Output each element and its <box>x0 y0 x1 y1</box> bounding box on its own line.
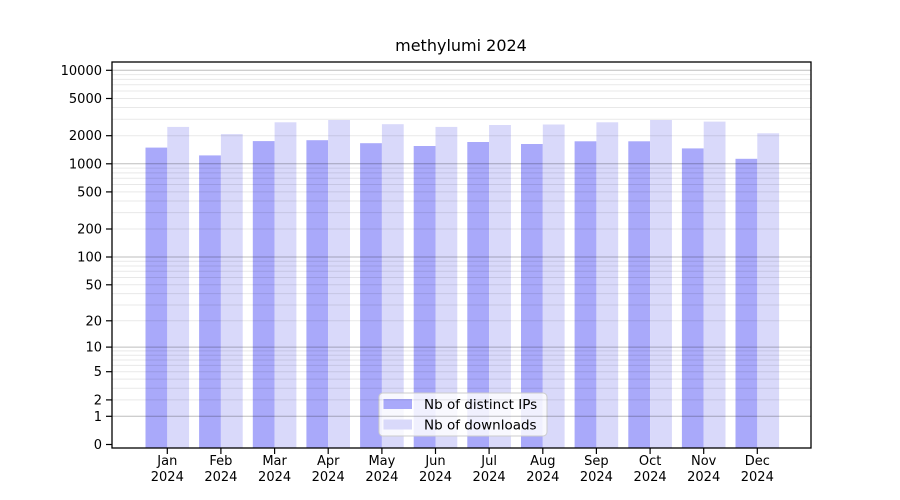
bar-nb-of-downloads-dec <box>757 133 780 449</box>
y-tick-label-5000: 5000 <box>69 92 102 107</box>
bar-nb-of-downloads-oct <box>650 120 672 448</box>
bar-nb-of-downloads-apr <box>328 120 350 448</box>
bar-nb-of-distinct-ips-jan <box>145 147 168 448</box>
y-tick-label-500: 500 <box>77 185 102 200</box>
x-tick-label-year-may: 2024 <box>365 470 398 485</box>
x-tick-label-year-oct: 2024 <box>634 470 667 485</box>
y-tick-label-200: 200 <box>77 223 102 238</box>
x-tick-label-year-apr: 2024 <box>312 470 345 485</box>
bar-nb-of-distinct-ips-nov <box>681 148 704 448</box>
bar-nb-of-downloads-sep <box>596 122 619 449</box>
y-tick-label-1: 1 <box>94 410 102 425</box>
x-tick-label-year-dec: 2024 <box>741 470 774 485</box>
gridlines <box>112 69 811 417</box>
y-tick-label-10: 10 <box>85 341 102 356</box>
chart-title: methylumi 2024 <box>395 36 527 55</box>
x-tick-label-month-mar: Mar <box>262 454 287 469</box>
x-tick-label-month-may: May <box>368 454 395 469</box>
x-tick-label-year-feb: 2024 <box>204 470 237 485</box>
x-tick-label-month-apr: Apr <box>317 454 340 469</box>
bar-nb-of-distinct-ips-dec <box>735 158 758 449</box>
x-tick-label-year-mar: 2024 <box>258 470 291 485</box>
bars-layer <box>145 120 780 449</box>
x-tick-label-year-jul: 2024 <box>473 470 506 485</box>
x-tick-label-year-sep: 2024 <box>580 470 613 485</box>
bar-nb-of-distinct-ips-feb <box>199 155 221 448</box>
x-tick-label-year-jun: 2024 <box>419 470 452 485</box>
x-tick-label-month-aug: Aug <box>530 454 555 469</box>
legend-swatch-downloads <box>383 419 412 430</box>
legend-box <box>378 392 548 437</box>
y-tick-label-2: 2 <box>94 393 102 408</box>
x-tick-label-month-jun: Jun <box>424 454 445 469</box>
bar-nb-of-downloads-nov <box>703 121 726 448</box>
x-tick-label-year-nov: 2024 <box>687 470 720 485</box>
x-tick-label-month-sep: Sep <box>584 454 609 469</box>
bar-nb-of-downloads-jul <box>489 125 511 448</box>
y-tick-label-1000: 1000 <box>69 157 102 172</box>
bar-nb-of-distinct-ips-jul <box>467 142 490 448</box>
y-tick-label-5: 5 <box>94 365 102 380</box>
y-tick-label-10000: 10000 <box>61 64 102 79</box>
y-tick-label-20: 20 <box>85 314 102 329</box>
bar-nb-of-downloads-jan <box>167 126 190 449</box>
bar-nb-of-distinct-ips-apr <box>306 140 329 448</box>
y-tick-label-2000: 2000 <box>69 129 102 144</box>
bar-nb-of-distinct-ips-mar <box>252 141 275 448</box>
legend-swatch-distinct-ips <box>383 399 412 409</box>
bar-nb-of-distinct-ips-sep <box>574 141 597 449</box>
x-tick-label-year-aug: 2024 <box>526 470 559 485</box>
bar-nb-of-downloads-mar <box>274 122 297 449</box>
bar-nb-of-downloads-aug <box>542 124 565 448</box>
x-tick-label-month-dec: Dec <box>745 454 770 469</box>
axes: 012510205010020050010002000500010000Jan2… <box>61 61 812 485</box>
y-tick-label-50: 50 <box>85 278 102 293</box>
bar-nb-of-downloads-feb <box>220 134 243 448</box>
x-tick-label-month-feb: Feb <box>209 454 232 469</box>
legend: Nb of distinct IPs Nb of downloads <box>378 392 548 437</box>
x-tick-label-month-oct: Oct <box>639 454 661 469</box>
plot-border <box>111 61 812 449</box>
bar-nb-of-distinct-ips-jun <box>413 146 436 448</box>
x-tick-label-month-nov: Nov <box>691 454 717 469</box>
bar-nb-of-distinct-ips-aug <box>521 144 543 448</box>
x-tick-label-month-jul: Jul <box>480 454 497 469</box>
bar-nb-of-distinct-ips-oct <box>628 141 651 449</box>
bar-nb-of-downloads-jun <box>435 126 458 449</box>
x-tick-label-year-jan: 2024 <box>151 470 184 485</box>
legend-label-distinct-ips: Nb of distinct IPs <box>424 397 537 413</box>
legend-label-downloads: Nb of downloads <box>424 418 537 434</box>
y-tick-label-100: 100 <box>77 251 102 266</box>
x-tick-label-month-jan: Jan <box>156 454 177 469</box>
bar-nb-of-downloads-may <box>381 124 404 448</box>
y-tick-label-0: 0 <box>94 438 102 453</box>
bar-nb-of-distinct-ips-may <box>360 143 382 448</box>
